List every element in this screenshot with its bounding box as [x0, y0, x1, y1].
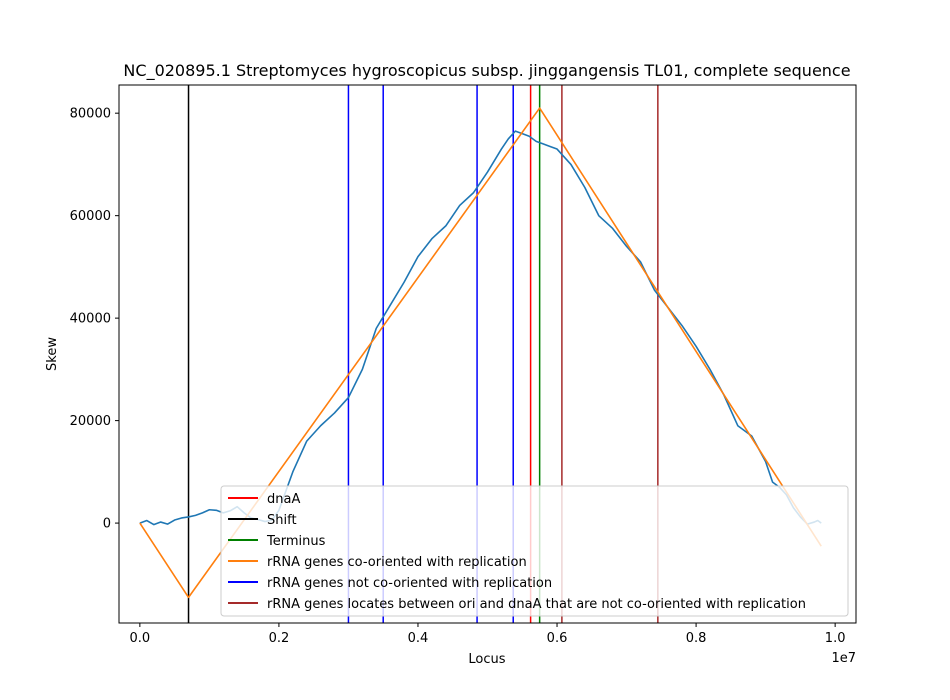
x-tick-label-5: 0.8 [686, 631, 707, 646]
legend-label-3: Terminus [266, 534, 326, 549]
x-tick-label-1: 0.0 [130, 631, 151, 646]
y-tick-label-4: 60000 [70, 209, 111, 224]
y-axis-label: Skew [45, 337, 60, 371]
x-axis: 0.0 0.2 0.4 0.6 0.8 1.0 [130, 623, 846, 646]
plot-area-frame [118, 84, 857, 624]
legend-label-1: dnaA [267, 492, 300, 507]
x-tick-label-4: 0.6 [547, 631, 568, 646]
legend-box [220, 485, 849, 617]
legend-label-4: rRNA genes co-oriented with replication [267, 555, 527, 570]
series-group [139, 107, 822, 599]
chart-title: NC_020895.1 Streptomyces hygroscopicus s… [123, 61, 850, 81]
y-tick-label-1: 0 [103, 517, 111, 532]
y-axis: 0 20000 40000 60000 80000 [70, 107, 119, 532]
legend-label-2: Shift [267, 513, 297, 528]
x-tick-label-6: 1.0 [825, 631, 846, 646]
x-axis-label: Locus [468, 652, 505, 667]
y-tick-label-5: 80000 [70, 107, 111, 122]
series-line-1 [139, 130, 822, 526]
y-tick-label-3: 40000 [70, 312, 111, 327]
x-tick-label-3: 0.4 [408, 631, 429, 646]
legend-label-5: rRNA genes not co-oriented with replicat… [267, 576, 552, 591]
y-tick-label-2: 20000 [70, 414, 111, 429]
x-axis-offset-label: 1e7 [831, 651, 856, 666]
legend: dnaA Shift Terminus rRNA genes co-oriented … [220, 485, 849, 617]
x-tick-label-2: 0.2 [269, 631, 290, 646]
series-line-2 [139, 107, 822, 599]
legend-label-6: rRNA genes locates between ori and dnaA … [267, 597, 806, 612]
